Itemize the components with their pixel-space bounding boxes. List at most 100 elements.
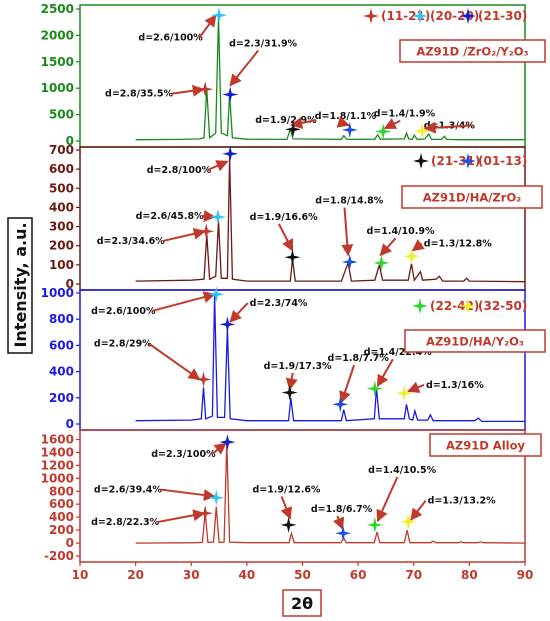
annotation-arrow: [376, 476, 399, 523]
peak-annotation: d=2.3/100%: [151, 449, 216, 460]
peak-annotation: d=1.9/16.6%: [250, 212, 318, 223]
annotation-arrow: [410, 499, 427, 521]
annotation-arrow: [148, 342, 201, 381]
annotation-arrow: [407, 381, 425, 393]
x-tick-label: 50: [294, 568, 311, 582]
x-tick-label: 60: [350, 568, 367, 582]
legend-marker-21-31-icon: [413, 153, 429, 169]
y-tick-label: 1000: [41, 471, 74, 485]
y-tick-label: 0: [66, 277, 74, 291]
peak-annotation: d=2.8/100%: [147, 165, 212, 176]
phase-marker-01-13-icon: [332, 396, 349, 413]
y-tick-label: 400: [49, 510, 74, 524]
y-tick-label: 800: [49, 312, 74, 326]
annotation-arrow: [285, 372, 298, 391]
y-tick-label: 200: [49, 391, 74, 405]
phase-marker-21-31-icon: [280, 516, 297, 533]
annotation-arrow: [290, 117, 317, 129]
y-tick-label: 200: [49, 523, 74, 537]
annotation-arrow: [160, 488, 216, 502]
legend-marker-22-42-icon: [412, 298, 428, 314]
phase-marker-11-21-icon: [197, 505, 214, 522]
phase-marker-21-30-icon: [222, 86, 239, 103]
phase-marker-32-50-icon: [396, 385, 413, 402]
y-tick-label: 0: [66, 134, 74, 148]
sample-label-box: [429, 433, 542, 457]
annotation-arrow: [198, 14, 217, 39]
x-tick-label: 40: [239, 568, 256, 582]
peak-annotation: d=1.3/16%: [426, 380, 484, 391]
phase-marker-01-13-icon: [341, 121, 358, 138]
annotation-arrow: [157, 509, 206, 523]
peak-annotation: d=2.6/39.4%: [94, 485, 162, 496]
legend-marker-11-21-icon: [363, 8, 379, 24]
peak-annotation: d=1.8/1.1%: [315, 111, 377, 122]
phase-marker-20-20-icon: [209, 209, 226, 225]
y-tick-label: 300: [49, 220, 74, 234]
phase-marker-20-20-icon: [208, 286, 225, 303]
peak-annotation: d=1.9/17.3%: [264, 361, 332, 372]
x-tick-label: 30: [183, 568, 200, 582]
phase-marker-22-42-icon: [366, 380, 383, 397]
peak-annotation: d=1.9/2.9%: [255, 115, 317, 126]
sample-label: AZ91D /ZrO₂/Y₂O₃: [416, 45, 528, 59]
phase-marker-21-31-icon: [285, 121, 301, 138]
annotation-arrow: [207, 160, 229, 172]
x-axis-label-box: [282, 589, 322, 617]
peak-annotation: d=2.6/45.8%: [136, 211, 204, 222]
phase-marker-20-20-icon: [211, 7, 228, 24]
annotation-arrow: [376, 358, 394, 388]
legend-entry: (21-30): [478, 9, 527, 23]
phase-marker-32-50-icon: [403, 248, 420, 265]
peak-annotation: d=2.8/29%: [94, 339, 152, 350]
phase-marker-11-21-icon: [197, 81, 214, 98]
phase-marker-21-31-icon: [284, 249, 301, 266]
sample-label-box: [401, 185, 543, 209]
x-tick-label: 70: [405, 568, 422, 582]
annotation-arrow: [423, 121, 474, 134]
y-tick-label: 200: [49, 239, 74, 253]
diffraction-pattern-line: [135, 442, 526, 544]
x-axis-label: 2θ: [291, 594, 313, 613]
x-tick-label: 10: [72, 568, 89, 582]
phase-marker-21-30-icon: [219, 316, 236, 333]
diffraction-pattern-line: [135, 16, 525, 141]
peak-annotation: d=1.4/1.9%: [374, 109, 436, 120]
peak-annotation: d=2.3/31.9%: [229, 38, 297, 49]
phase-marker-11-21-icon: [198, 223, 215, 240]
sample-label: AZ91D Alloy: [446, 439, 525, 453]
peak-annotation: d=1.8/7.7%: [328, 353, 390, 364]
y-tick-label: 0: [66, 417, 74, 431]
annotation-arrow: [163, 227, 206, 242]
y-tick-label: -200: [44, 549, 74, 563]
peak-annotation: d=1.8/14.8%: [315, 196, 383, 207]
phase-marker-21-30-icon: [222, 145, 239, 162]
y-tick-label: 600: [49, 162, 74, 176]
sample-label-box: [404, 329, 546, 353]
legend-entry: (32-50): [478, 299, 527, 313]
annotation-arrow: [332, 515, 345, 530]
x-tick-label: 20: [127, 568, 144, 582]
peak-annotation: d=1.3/13.2%: [428, 496, 496, 507]
diffraction-pattern-line: [135, 295, 525, 423]
phase-marker-22-42-icon: [375, 123, 392, 140]
y-tick-label: 2500: [41, 2, 74, 16]
annotation-arrow: [341, 207, 354, 257]
y-axis-label: Intensity, a.u.: [11, 222, 30, 347]
annotation-arrow: [277, 223, 294, 252]
sample-label: AZ91D/HA/Y₂O₃: [426, 335, 524, 349]
peak-annotation: d=1.4/22.4%: [364, 347, 432, 358]
peak-annotation: d=1.4/10.5%: [368, 465, 436, 476]
y-tick-label: 1500: [41, 55, 74, 69]
y-tick-label: 500: [49, 181, 74, 195]
peak-annotation: d=1.8/6.7%: [311, 504, 373, 515]
y-tick-label: 400: [49, 200, 74, 214]
annotation-arrow: [383, 118, 401, 130]
y-tick-label: 1200: [41, 458, 74, 472]
y-tick-label: 2000: [41, 28, 74, 42]
phase-marker-32-50-icon: [414, 123, 431, 139]
legend-entry: (11-21): [381, 9, 430, 23]
peak-annotation: d=2.3/74%: [250, 298, 308, 309]
y-tick-label: 1000: [41, 286, 74, 300]
y-tick-label: 800: [49, 484, 74, 498]
